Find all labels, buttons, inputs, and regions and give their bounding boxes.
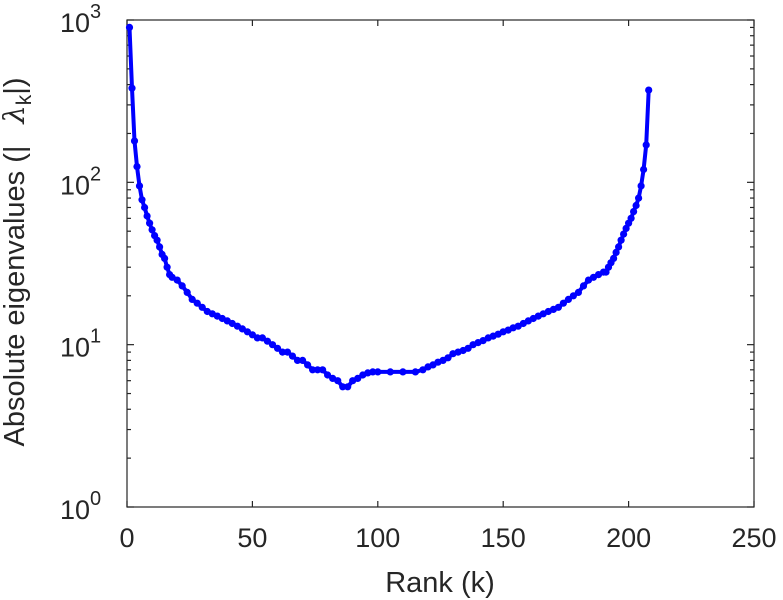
y-tick-base: 10: [60, 8, 90, 38]
data-point: [283, 348, 292, 356]
y-axis-label-prefix: Absolute eigenvalues (|: [0, 146, 31, 447]
data-point: [293, 356, 302, 364]
data-point: [173, 276, 181, 284]
x-tick-label: 50: [237, 523, 267, 553]
data-point: [156, 243, 164, 251]
data-point: [198, 303, 206, 311]
data-point: [374, 368, 382, 376]
data-point: [559, 299, 568, 307]
data-point: [288, 352, 297, 360]
data-point: [635, 194, 643, 202]
data-point: [178, 282, 186, 290]
data-point: [163, 263, 171, 271]
y-tick-exponent: 2: [90, 163, 101, 185]
y-tick-label: 102: [60, 163, 101, 200]
data-point: [193, 299, 201, 307]
x-tick-label: 250: [731, 523, 776, 553]
data-point: [399, 368, 407, 376]
data-point: [299, 356, 307, 364]
data-point: [278, 348, 287, 356]
data-point: [444, 354, 452, 362]
data-point: [627, 214, 635, 222]
data-point: [138, 196, 146, 204]
data-point: [411, 368, 419, 376]
data-point: [386, 368, 394, 376]
data-point: [579, 282, 588, 290]
data-point: [464, 344, 472, 352]
data-point: [612, 248, 620, 256]
data-point: [574, 288, 583, 296]
x-tick-label: 150: [481, 523, 526, 553]
data-point: [309, 366, 317, 374]
y-tick-label: 103: [60, 1, 101, 38]
y-axis-label-lambda: λ: [0, 105, 31, 124]
data-point: [339, 383, 347, 391]
data-point: [153, 236, 161, 244]
x-tick-label: 200: [606, 523, 651, 553]
data-point: [130, 137, 139, 145]
data-point: [253, 334, 261, 342]
data-point: [161, 254, 169, 262]
y-tick-label: 100: [60, 488, 101, 525]
data-point: [617, 236, 625, 244]
data-point: [615, 243, 623, 251]
y-tick-exponent: 0: [90, 488, 101, 510]
data-point: [642, 141, 650, 149]
y-axis-label-subscript: k: [13, 94, 36, 105]
data-point: [620, 230, 628, 238]
data-point: [133, 163, 141, 171]
x-tick-label: 100: [355, 523, 400, 553]
data-point: [314, 366, 322, 374]
axis-frame: [126, 19, 755, 508]
data-point: [146, 219, 154, 227]
data-point: [554, 303, 563, 311]
data-point: [148, 226, 156, 234]
x-axis-ticks: 0 50 100 150 200 250: [119, 20, 777, 553]
series-layer: [125, 23, 653, 391]
data-point: [630, 208, 638, 216]
data-point: [188, 295, 196, 303]
y-tick-label: 101: [60, 326, 101, 363]
data-point: [135, 182, 144, 190]
y-axis-label: Absolute eigenvalues (| λk|): [0, 77, 36, 446]
data-point: [141, 203, 149, 212]
data-point: [354, 374, 362, 382]
data-point: [319, 366, 327, 374]
data-point: [610, 254, 618, 262]
data-point: [637, 182, 645, 190]
y-tick-base: 10: [60, 170, 90, 200]
data-point: [334, 377, 342, 385]
data-point: [128, 84, 136, 92]
data-point: [273, 344, 282, 352]
data-point: [369, 368, 377, 376]
x-axis-label: Rank (k): [385, 567, 495, 599]
data-point: [304, 361, 312, 369]
data-point: [324, 371, 332, 379]
data-point: [344, 383, 352, 391]
series-line: [127, 27, 651, 389]
y-tick-base: 10: [60, 333, 90, 363]
y-tick-exponent: 1: [90, 326, 101, 348]
x-tick-label: 0: [119, 523, 134, 553]
data-point: [640, 165, 648, 174]
data-point: [263, 337, 271, 345]
y-tick-exponent: 3: [90, 1, 101, 23]
data-point: [125, 23, 134, 31]
data-point: [268, 341, 277, 349]
data-point: [183, 288, 191, 296]
y-axis-label-suffix: |): [0, 77, 31, 94]
data-point: [632, 201, 640, 210]
data-point: [564, 295, 573, 303]
data-point: [143, 212, 151, 220]
data-point: [645, 86, 653, 94]
y-tick-base: 10: [60, 495, 90, 525]
